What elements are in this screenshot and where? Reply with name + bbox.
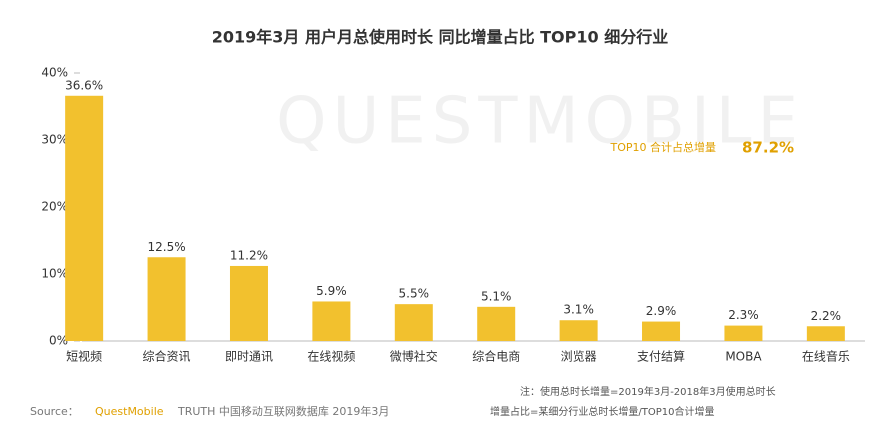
- chart-title: 2019年3月 用户月总使用时长 同比增量占比 TOP10 细分行业: [212, 28, 668, 47]
- y-tick-label: 10%: [41, 267, 68, 281]
- value-label: 5.1%: [481, 289, 512, 303]
- bar: [147, 257, 186, 341]
- x-tick-label: MOBA: [725, 350, 762, 364]
- annotation-value: 87.2%: [742, 139, 794, 157]
- bar: [229, 265, 268, 341]
- value-label: 2.3%: [728, 308, 759, 322]
- y-tick-label: 30%: [41, 133, 68, 147]
- x-tick-label: 短视频: [66, 349, 102, 364]
- note: 增量占比=某细分行业总时长增量/TOP10合计增量: [490, 405, 714, 418]
- bar: [477, 306, 516, 341]
- x-tick-label: 即时通讯: [225, 350, 273, 364]
- value-label: 2.9%: [646, 304, 677, 318]
- x-tick-label: 综合资讯: [143, 349, 191, 364]
- value-label: 5.5%: [399, 287, 430, 301]
- x-tick-label: 在线音乐: [802, 349, 850, 364]
- y-tick-label: 0%: [49, 334, 68, 348]
- bar: [312, 301, 351, 341]
- y-tick-label: 20%: [41, 200, 68, 214]
- value-label: 12.5%: [147, 240, 185, 254]
- bar: [394, 304, 433, 341]
- source-text: TRUTH 中国移动互联网数据库 2019年3月: [177, 404, 389, 418]
- source-label: Source：: [30, 405, 79, 418]
- watermark: QUESTMOBILE: [276, 85, 804, 159]
- bar: [806, 326, 845, 341]
- bar: [724, 325, 763, 341]
- y-tick-label: 40%: [41, 66, 68, 80]
- x-tick-label: 综合电商: [472, 349, 520, 364]
- source-brand: QuestMobile: [95, 405, 164, 418]
- x-tick-label: 在线视频: [307, 349, 355, 364]
- x-tick-label: 浏览器: [561, 349, 597, 364]
- value-label: 2.2%: [811, 309, 842, 323]
- bar: [642, 321, 681, 341]
- bar: [559, 320, 598, 341]
- x-tick-label: 支付结算: [637, 349, 685, 364]
- value-label: 3.1%: [563, 303, 594, 317]
- value-label: 36.6%: [65, 78, 103, 92]
- bar: [65, 95, 104, 341]
- note: 注：使用总时长增量=2019年3月-2018年3月使用总时长: [520, 385, 776, 398]
- annotation-label: TOP10 合计占总增量: [609, 140, 716, 154]
- value-label: 11.2%: [230, 248, 268, 262]
- x-tick-label: 微博社交: [390, 349, 438, 364]
- value-label: 5.9%: [316, 284, 347, 298]
